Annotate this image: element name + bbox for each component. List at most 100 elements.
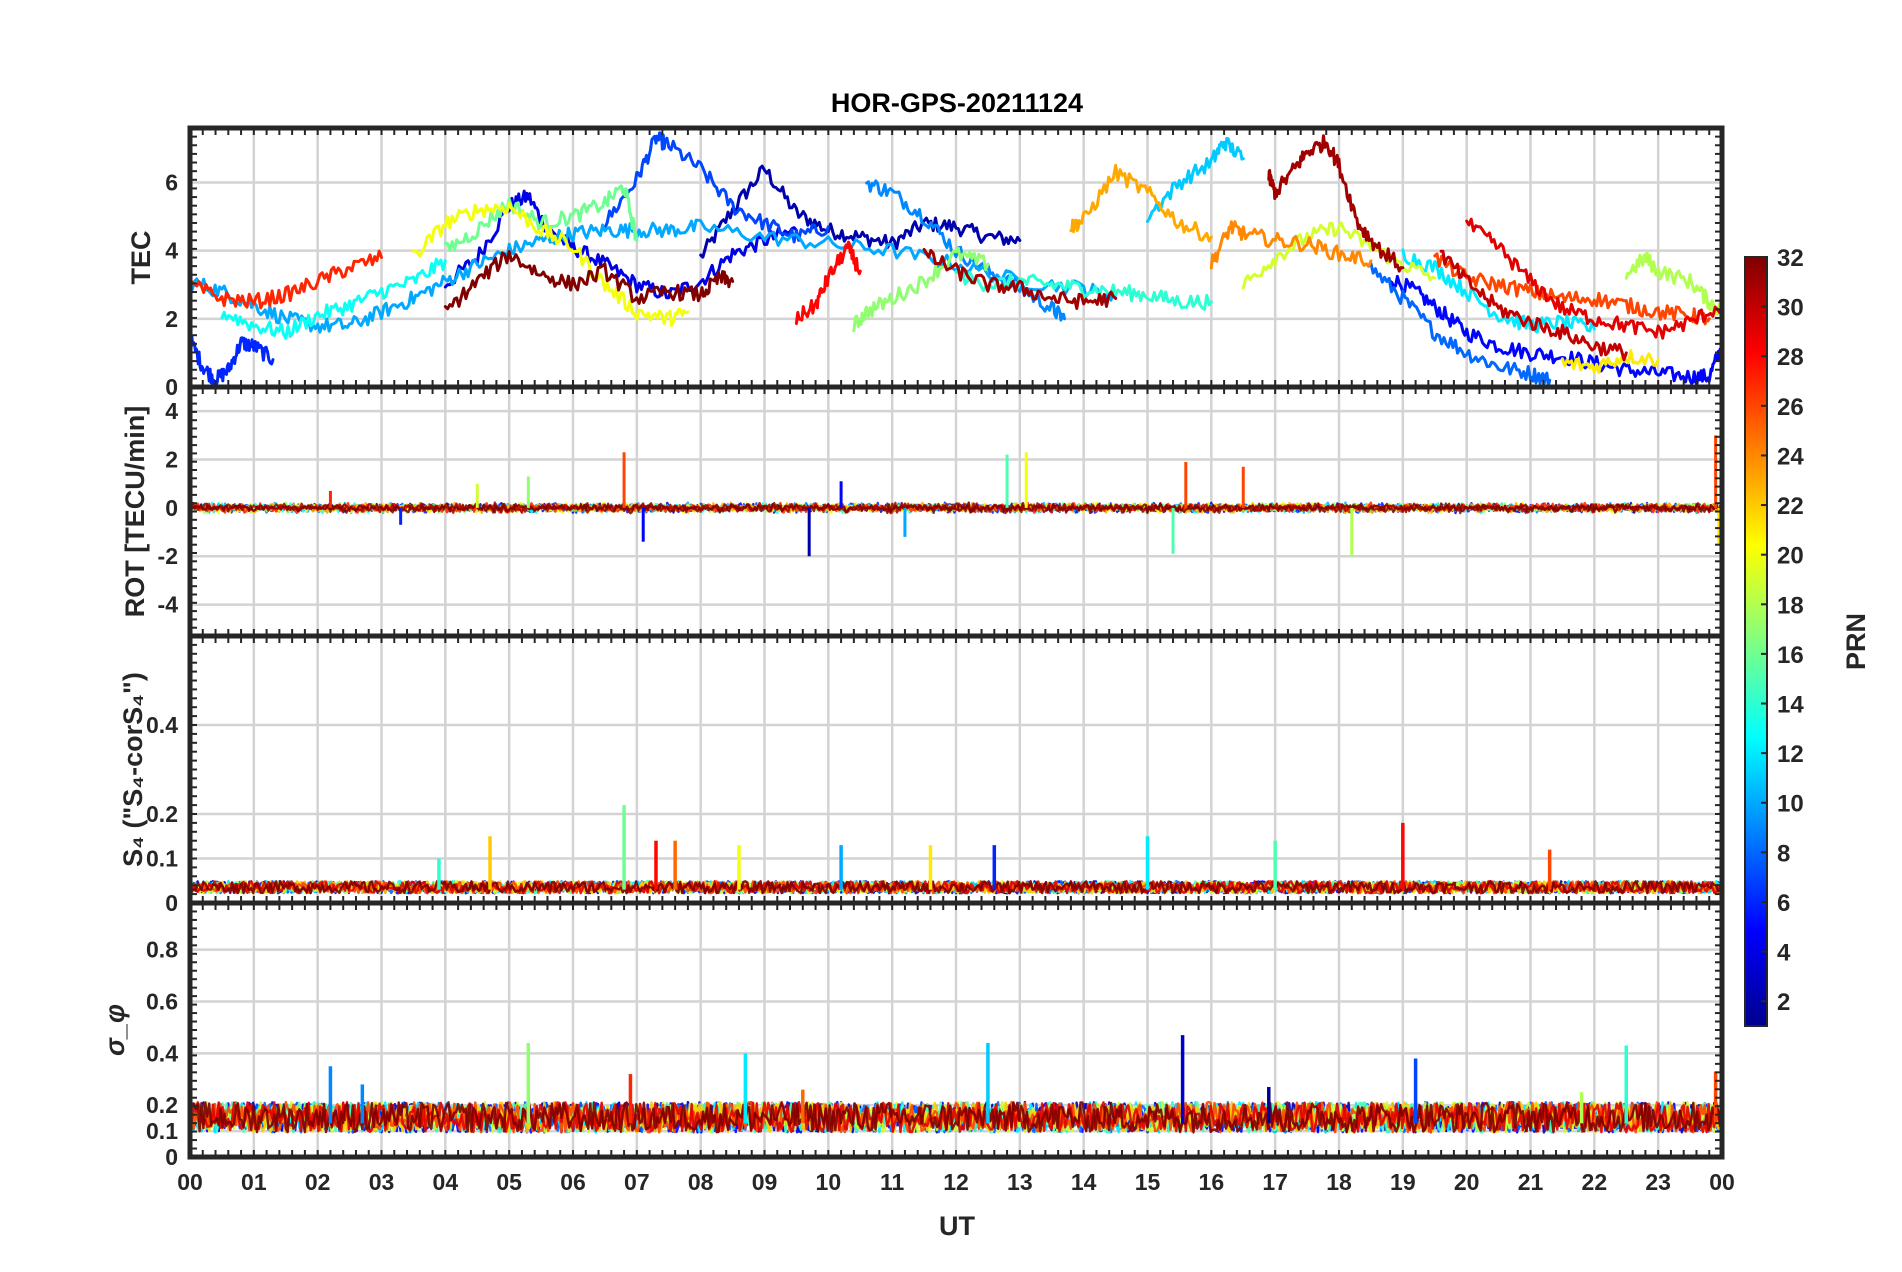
tec-series-prn-7-4 (603, 131, 830, 244)
y-axis-label-rot: ROT [TECU/min] (120, 406, 150, 617)
xtick-6: 06 (560, 1169, 586, 1195)
xtick-21: 21 (1518, 1169, 1544, 1195)
s4-series-prn-32 (190, 880, 1722, 895)
tec-series-prn-32-25 (443, 250, 735, 311)
sigma-series-prn-32 (190, 1100, 1722, 1134)
colorbar-tick-14: 14 (1777, 692, 1804, 719)
plot-area-rot (190, 435, 1722, 557)
ytick-sigma-1: 0.1 (146, 1118, 178, 1144)
ytick-sigma-3: 0.4 (146, 1040, 178, 1066)
colorbar-tick-4: 4 (1777, 940, 1791, 967)
colorbar-tick-22: 22 (1777, 493, 1804, 520)
panel-sigma: 00.10.2 0.4 0.6 0.8 σ_φ (100, 900, 1725, 1170)
xtick-5: 05 (496, 1169, 522, 1195)
colorbar-tick-16: 16 (1777, 642, 1804, 669)
y-axis-label-tec: TEC (126, 231, 156, 285)
ytick-s4-0: 0 (165, 890, 178, 916)
xtick-8: 08 (688, 1169, 714, 1195)
rot-series-prn-32 (190, 501, 1722, 515)
xtick-1: 01 (241, 1169, 267, 1195)
colorbar-tick-8: 8 (1777, 840, 1790, 867)
ytick-tec-3: 6 (165, 170, 178, 196)
y-axis-label-s4: S₄ ("S₄-corS₄") (118, 672, 148, 867)
ytick-tec-1: 2 (165, 306, 178, 332)
tec-series-prn-24-19 (1209, 220, 1373, 270)
xtick-24: 00 (1709, 1169, 1735, 1195)
xtick-4: 04 (433, 1169, 459, 1195)
xtick-20: 20 (1454, 1169, 1480, 1195)
xtick-23: 23 (1645, 1169, 1671, 1195)
xtick-18: 18 (1326, 1169, 1352, 1195)
colorbar-tick-26: 26 (1777, 394, 1804, 421)
xtick-10: 10 (816, 1169, 842, 1195)
tec-series-prn-23-18 (1069, 163, 1213, 243)
xtick-17: 17 (1262, 1169, 1288, 1195)
tec-series-prn-6-3 (190, 334, 275, 387)
tec-series-prn-31-24 (922, 247, 1118, 310)
chart-title: HOR-GPS-20211124 (831, 88, 1083, 118)
colorbar-tick-2: 2 (1777, 989, 1790, 1016)
colorbar-tick-10: 10 (1777, 791, 1804, 818)
colorbar-tick-30: 30 (1777, 295, 1804, 322)
tec-series-prn-16-12 (443, 184, 639, 253)
colorbar-tick-18: 18 (1777, 592, 1804, 619)
ytick-s4-1: 0.1 (146, 846, 178, 872)
ytick-rot-4: 4 (165, 398, 178, 424)
tec-series-prn-13-10 (220, 257, 447, 340)
ytick-rot-1: -2 (158, 543, 178, 569)
sigma-series-prn-26 (190, 1100, 1722, 1134)
tec-series-prn-11-8 (1146, 136, 1245, 223)
xtick-14: 14 (1071, 1169, 1097, 1195)
tec-series-prn-31-26 (1267, 134, 1405, 273)
xtick-7: 07 (624, 1169, 650, 1195)
tec-series-prn-18-14 (1624, 251, 1722, 317)
ytick-tec-0: 0 (165, 374, 178, 400)
ytick-tec-2: 4 (165, 238, 178, 264)
plot-area-sigma (190, 1035, 1722, 1134)
xtick-2: 02 (305, 1169, 331, 1195)
tec-series-prn-19-15 (1241, 221, 1437, 290)
colorbar-label: PRN (1841, 613, 1871, 670)
tec-series-prn-14-11 (954, 268, 1213, 311)
xtick-11: 11 (880, 1169, 905, 1195)
tec-series-prn-12-9 (1401, 248, 1596, 334)
tec-series-prn-2-0 (699, 164, 1022, 259)
colorbar-tick-6: 6 (1777, 890, 1790, 917)
ytick-rot-0: -4 (158, 592, 179, 618)
plot-area-s4 (190, 805, 1722, 895)
ytick-s4-3: 0.4 (146, 712, 178, 738)
xtick-19: 19 (1390, 1169, 1416, 1195)
ytick-sigma-0: 0 (165, 1144, 178, 1170)
colorbar-tick-28: 28 (1777, 344, 1804, 371)
xtick-13: 13 (1007, 1169, 1033, 1195)
tec-series-prn-29-23 (1465, 217, 1722, 340)
tec-series-prn-28-22 (794, 240, 862, 325)
tec-series-prn-8-5 (1369, 261, 1552, 387)
y-axis-label-sigma: σ_φ (100, 1004, 130, 1056)
x-ticks: 00 01 02 03 04 05 06 07 08 09 10 11 12 13 14 15 16 17 18 19… (177, 1169, 1735, 1195)
plot-area-tec (190, 131, 1722, 387)
tec-series-prn-21-17 (1560, 349, 1660, 374)
colorbar-tick-12: 12 (1777, 741, 1804, 768)
colorbar-gradient (1744, 256, 1768, 1027)
ytick-rot-2: 0 (165, 495, 178, 521)
xtick-0: 00 (177, 1169, 203, 1195)
tec-series-prn-4-1 (443, 189, 798, 300)
tec-series-prn-17-13 (852, 246, 990, 333)
ytick-sigma-4: 0.6 (146, 988, 178, 1014)
ytick-rot-3: 2 (165, 447, 178, 473)
tec-series-prn-27-21 (190, 249, 383, 310)
ytick-sigma-2: 0.2 (146, 1092, 178, 1118)
panel-rot: -4 -2 0 2 4 ROT [TECU/min] (120, 384, 1725, 639)
xtick-3: 03 (369, 1169, 395, 1195)
tec-series-prn-26-20 (1433, 252, 1711, 326)
xtick-16: 16 (1199, 1169, 1225, 1195)
xtick-12: 12 (943, 1169, 969, 1195)
xtick-15: 15 (1135, 1169, 1161, 1195)
x-axis-label: UT (939, 1211, 975, 1241)
colorbar-tick-20: 20 (1777, 543, 1804, 570)
xtick-22: 22 (1582, 1169, 1608, 1195)
